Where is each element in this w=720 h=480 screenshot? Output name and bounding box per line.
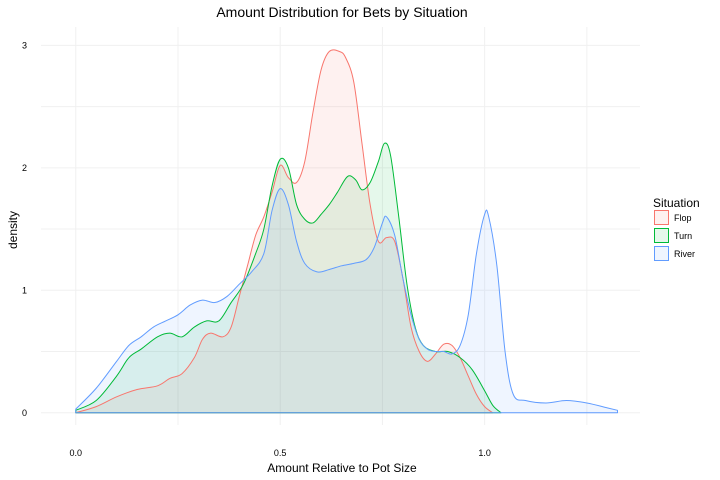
legend-item-turn: Turn — [654, 228, 692, 243]
legend-label-turn: Turn — [674, 231, 692, 241]
legend-key-background — [654, 228, 669, 243]
legend-key-background — [654, 246, 669, 261]
y-tick-labels: 0 1 2 3 — [22, 40, 27, 417]
grid-lines — [41, 27, 640, 425]
legend-title: Situation — [653, 196, 700, 210]
x-tick-label: 0.5 — [274, 448, 287, 458]
legend-key-river — [654, 246, 669, 261]
y-tick-label: 0 — [22, 408, 27, 418]
flop-density-line — [75, 49, 494, 414]
legend-items: Flop Turn River — [654, 210, 695, 261]
chart-title: Amount Distribution for Bets by Situatio… — [216, 4, 467, 20]
x-tick-labels: 0.0 0.5 1.0 — [69, 448, 490, 458]
legend-label-flop: Flop — [674, 213, 692, 223]
y-axis-title: density — [6, 211, 20, 249]
river-area — [75, 188, 618, 413]
density-lines — [75, 49, 619, 414]
x-tick-label: 0.0 — [69, 448, 82, 458]
x-axis-title: Amount Relative to Pot Size — [267, 461, 417, 475]
legend-key-background — [654, 210, 669, 225]
density-areas — [75, 49, 618, 413]
y-tick-label: 2 — [22, 163, 27, 173]
flop-area — [75, 49, 493, 413]
y-tick-label: 3 — [22, 40, 27, 50]
legend-label-river: River — [674, 249, 695, 259]
legend-key-turn — [654, 228, 669, 243]
river-density-line — [75, 188, 619, 414]
legend-item-river: River — [654, 246, 695, 261]
legend-item-flop: Flop — [654, 210, 692, 225]
x-tick-label: 1.0 — [478, 448, 491, 458]
legend: Situation Flop Turn River — [653, 196, 700, 261]
turn-area — [75, 143, 501, 413]
legend-key-flop — [654, 210, 669, 225]
y-tick-label: 1 — [22, 285, 27, 295]
